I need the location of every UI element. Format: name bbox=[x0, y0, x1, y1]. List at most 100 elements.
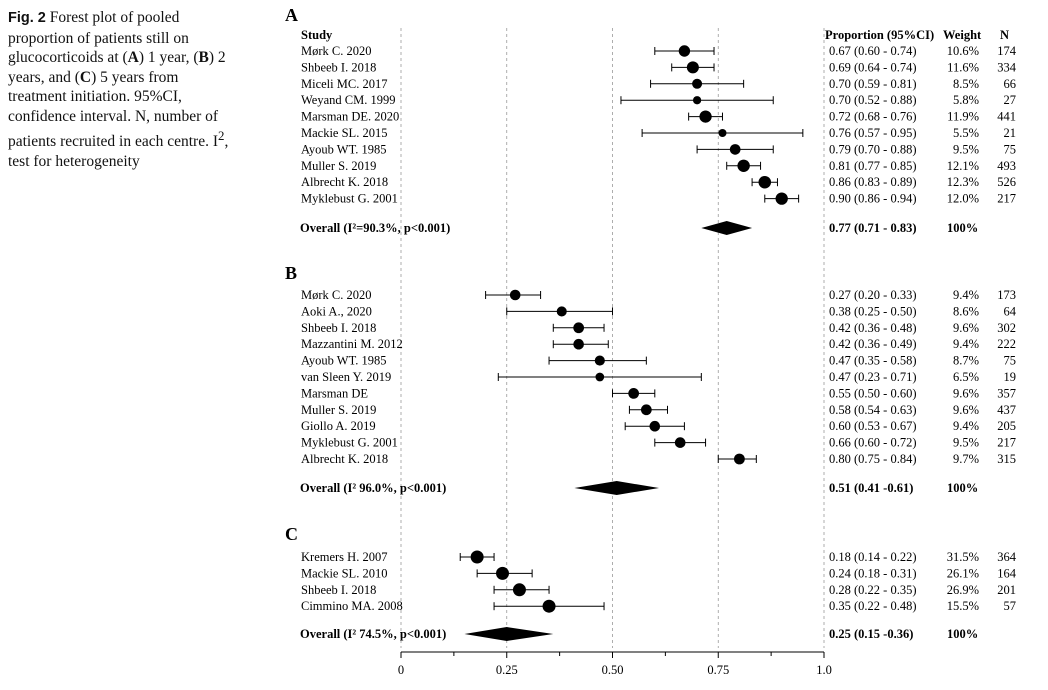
header-n: N bbox=[1000, 28, 1009, 42]
overall-label: Overall (I²=90.3%, p<0.001) bbox=[300, 221, 450, 235]
forest-rows: A Mørk C. 2020 0.67 (0.60 - 0.74) 10.6% 174 S… bbox=[285, 5, 1017, 641]
study-weight: 9.4% bbox=[953, 419, 979, 433]
study-weight: 10.6% bbox=[947, 44, 979, 58]
point-estimate-marker bbox=[556, 306, 567, 317]
study-weight: 9.6% bbox=[953, 403, 979, 417]
study-label: Miceli MC. 2017 bbox=[301, 77, 387, 91]
study-proportion-ci: 0.79 (0.70 - 0.88) bbox=[829, 142, 917, 156]
caption-text-1: Forest plot of pooled proportion of pati… bbox=[8, 9, 189, 66]
study-weight: 8.6% bbox=[953, 304, 979, 318]
study-weight: 9.6% bbox=[953, 321, 979, 335]
study-n: 526 bbox=[997, 175, 1016, 189]
study-n: 315 bbox=[997, 452, 1016, 466]
study-label: Mazzantini M. 2012 bbox=[301, 337, 403, 351]
study-proportion-ci: 0.69 (0.64 - 0.74) bbox=[829, 60, 917, 74]
study-n: 357 bbox=[997, 386, 1016, 400]
study-n: 27 bbox=[1004, 93, 1017, 107]
overall-weight: 100% bbox=[947, 221, 978, 235]
study-proportion-ci: 0.90 (0.86 - 0.94) bbox=[829, 192, 917, 206]
point-estimate-marker bbox=[729, 144, 741, 155]
study-label: Marsman DE bbox=[301, 386, 368, 400]
study-weight: 9.5% bbox=[953, 436, 979, 450]
study-proportion-ci: 0.66 (0.60 - 0.72) bbox=[829, 436, 917, 450]
study-weight: 12.0% bbox=[947, 192, 979, 206]
study-label: Giollo A. 2019 bbox=[301, 419, 376, 433]
point-estimate-marker bbox=[674, 437, 686, 448]
point-estimate-marker bbox=[573, 338, 584, 350]
overall-label: Overall (I² 96.0%, p<0.001) bbox=[300, 481, 446, 495]
study-weight: 11.6% bbox=[947, 60, 979, 74]
study-n: 75 bbox=[1004, 142, 1017, 156]
study-n: 75 bbox=[1004, 354, 1017, 368]
study-weight: 8.7% bbox=[953, 354, 979, 368]
study-label: Ayoub WT. 1985 bbox=[301, 142, 387, 156]
study-n: 19 bbox=[1004, 370, 1017, 384]
study-label: Kremers H. 2007 bbox=[301, 550, 387, 564]
point-estimate-marker bbox=[699, 110, 712, 123]
study-n: 66 bbox=[1004, 77, 1017, 91]
reference-gridlines bbox=[400, 28, 825, 648]
study-label: Albrecht K. 2018 bbox=[301, 175, 388, 189]
study-label: van Sleen Y. 2019 bbox=[301, 370, 391, 384]
point-estimate-marker bbox=[542, 599, 556, 613]
study-n: 174 bbox=[997, 44, 1017, 58]
study-weight: 15.5% bbox=[947, 599, 979, 613]
study-label: Ayoub WT. 1985 bbox=[301, 354, 387, 368]
study-label: Mørk C. 2020 bbox=[301, 44, 372, 58]
overall-diamond bbox=[574, 481, 660, 495]
caption-superscript: 2 bbox=[218, 128, 225, 143]
study-weight: 9.7% bbox=[953, 452, 979, 466]
study-label: Marsman DE. 2020 bbox=[301, 110, 399, 124]
study-n: 302 bbox=[997, 321, 1016, 335]
study-label: Albrecht K. 2018 bbox=[301, 452, 388, 466]
study-proportion-ci: 0.42 (0.36 - 0.49) bbox=[829, 337, 917, 351]
study-proportion-ci: 0.58 (0.54 - 0.63) bbox=[829, 403, 917, 417]
study-label: Shbeeb I. 2018 bbox=[301, 321, 376, 335]
point-estimate-marker bbox=[692, 96, 702, 105]
caption-text-4: ) 5 years from treatment initiation. 95%… bbox=[8, 68, 219, 151]
point-estimate-marker bbox=[512, 583, 526, 597]
point-estimate-marker bbox=[737, 159, 750, 172]
study-weight: 5.8% bbox=[953, 93, 979, 107]
study-weight: 26.1% bbox=[947, 566, 979, 580]
study-n: 205 bbox=[997, 419, 1016, 433]
study-weight: 11.9% bbox=[947, 110, 979, 124]
study-label: Myklebust G. 2001 bbox=[301, 192, 398, 206]
study-proportion-ci: 0.35 (0.22 - 0.48) bbox=[829, 599, 917, 613]
study-n: 441 bbox=[997, 110, 1016, 124]
study-proportion-ci: 0.47 (0.23 - 0.71) bbox=[829, 370, 917, 384]
point-estimate-marker bbox=[718, 128, 727, 138]
point-estimate-marker bbox=[628, 388, 640, 399]
point-estimate-marker bbox=[640, 404, 652, 416]
figure-caption: Fig. 2 Forest plot of pooled proportion … bbox=[8, 8, 240, 171]
overall-weight: 100% bbox=[947, 627, 978, 641]
point-estimate-marker bbox=[758, 175, 772, 189]
caption-bold-c: C bbox=[79, 68, 92, 86]
study-n: 334 bbox=[997, 60, 1017, 74]
point-estimate-marker bbox=[573, 322, 585, 334]
x-tick-label: 0.50 bbox=[602, 663, 624, 677]
study-proportion-ci: 0.18 (0.14 - 0.22) bbox=[829, 550, 917, 564]
study-weight: 12.3% bbox=[947, 175, 979, 189]
study-proportion-ci: 0.67 (0.60 - 0.74) bbox=[829, 44, 917, 58]
study-proportion-ci: 0.72 (0.68 - 0.76) bbox=[829, 110, 917, 124]
study-weight: 5.5% bbox=[953, 126, 979, 140]
panel-label-b: B bbox=[285, 263, 297, 283]
overall-proportion-ci: 0.51 (0.41 -0.61) bbox=[829, 481, 913, 495]
study-weight: 9.4% bbox=[953, 288, 979, 302]
study-n: 21 bbox=[1004, 126, 1017, 140]
study-n: 217 bbox=[997, 192, 1016, 206]
study-n: 493 bbox=[997, 159, 1016, 173]
study-weight: 8.5% bbox=[953, 77, 979, 91]
x-tick-label: 0 bbox=[398, 663, 404, 677]
study-label: Mackie SL. 2010 bbox=[301, 566, 387, 580]
study-proportion-ci: 0.38 (0.25 - 0.50) bbox=[829, 304, 917, 318]
study-n: 364 bbox=[997, 550, 1017, 564]
study-proportion-ci: 0.55 (0.50 - 0.60) bbox=[829, 386, 917, 400]
header-weight: Weight bbox=[943, 28, 982, 42]
caption-text-2: ) 1 year, ( bbox=[138, 49, 199, 66]
study-proportion-ci: 0.28 (0.22 - 0.35) bbox=[829, 583, 917, 597]
study-proportion-ci: 0.80 (0.75 - 0.84) bbox=[829, 452, 917, 466]
study-n: 437 bbox=[997, 403, 1016, 417]
